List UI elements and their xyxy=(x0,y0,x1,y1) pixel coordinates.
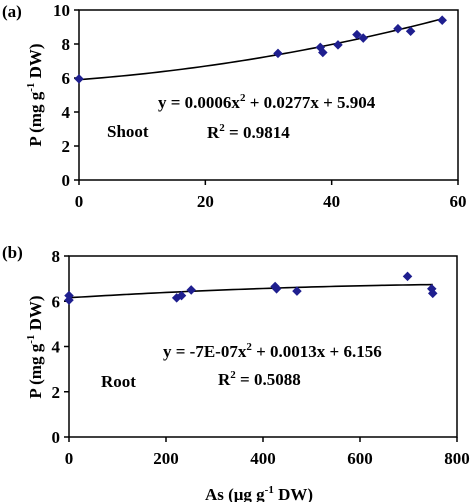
y-tick-label: 10 xyxy=(53,1,70,20)
x-tick-label: 40 xyxy=(323,192,340,211)
svg-text:P (mg g-1 DW): P (mg g-1 DW) xyxy=(25,43,45,146)
y-tick-label: 0 xyxy=(62,171,71,190)
data-point xyxy=(273,48,283,59)
x-tick-label: 0 xyxy=(65,449,74,468)
panel-b-series-label: Root xyxy=(101,372,136,391)
y-tick-label: 6 xyxy=(52,292,61,311)
x-tick-label: 0 xyxy=(75,192,84,211)
y-tick-label: 2 xyxy=(62,137,71,156)
data-point xyxy=(427,288,438,299)
y-tick-label: 6 xyxy=(62,69,71,88)
panel-a-points xyxy=(74,15,447,84)
panel-b-trendline xyxy=(68,283,433,299)
panel-a-r2: R2 = 0.9814 xyxy=(207,122,290,142)
x-tick-label: 800 xyxy=(444,449,470,468)
y-tick-label: 2 xyxy=(52,383,61,402)
data-point xyxy=(74,74,84,84)
panel-a-plot-area xyxy=(78,9,459,181)
panel-b-r2: R2 = 0.5088 xyxy=(218,369,301,389)
x-tick-label: 60 xyxy=(450,192,467,211)
y-tick-label: 4 xyxy=(62,103,71,122)
panel-a-equation: y = 0.0006x2 + 0.0277x + 5.904 xyxy=(158,92,376,112)
panel-b-ylabel: P (mg g-1 DW) xyxy=(25,295,45,398)
data-point xyxy=(358,33,369,43)
data-point xyxy=(176,290,187,301)
y-tick-label: 8 xyxy=(52,247,61,266)
data-point xyxy=(271,284,282,294)
data-point xyxy=(402,271,413,282)
y-tick-label: 4 xyxy=(52,338,61,357)
y-tick-label: 0 xyxy=(52,428,61,447)
panel-a-shoot: (a) P (mg g-1 DW) 0 2 4 6 8 10 0 20 40 60 y = 0.… xyxy=(2,1,467,211)
svg-text:P (mg g-1 DW): P (mg g-1 DW) xyxy=(25,295,45,398)
data-point xyxy=(318,47,328,58)
panel-a-label: (a) xyxy=(2,2,22,21)
panel-a-y-ticks: 0 2 4 6 8 10 xyxy=(53,1,79,190)
panel-a-x-ticks: 0 20 40 60 xyxy=(75,180,467,211)
data-point xyxy=(405,26,416,37)
x-tick-label: 20 xyxy=(197,192,214,211)
panel-a-trendline xyxy=(78,18,443,81)
panel-b-points xyxy=(64,271,438,305)
data-point xyxy=(333,40,343,50)
panel-a-ylabel: P (mg g-1 DW) xyxy=(25,43,45,146)
panel-b-y-ticks: 0 2 4 6 8 xyxy=(52,247,69,447)
data-point xyxy=(292,286,302,296)
x-tick-label: 600 xyxy=(347,449,373,468)
panel-b-root: (b) P (mg g-1 DW) 0 2 4 6 8 0 200 400 600 800 y … xyxy=(2,243,470,502)
data-point xyxy=(437,15,447,25)
data-point xyxy=(393,23,403,34)
x-tick-label: 400 xyxy=(250,449,276,468)
panel-b-equation: y = -7E-07x2 + 0.0013x + 6.156 xyxy=(163,341,382,361)
panel-b-x-ticks: 0 200 400 600 800 xyxy=(65,437,470,468)
data-point xyxy=(186,285,196,295)
x-tick-label: 200 xyxy=(153,449,179,468)
data-point xyxy=(64,295,74,305)
shared-x-axis-title: As (μg g-1 DW) xyxy=(205,484,313,502)
y-tick-label: 8 xyxy=(62,35,71,54)
panel-b-label: (b) xyxy=(2,243,23,262)
panel-a-series-label: Shoot xyxy=(107,122,149,141)
data-point xyxy=(352,29,362,40)
